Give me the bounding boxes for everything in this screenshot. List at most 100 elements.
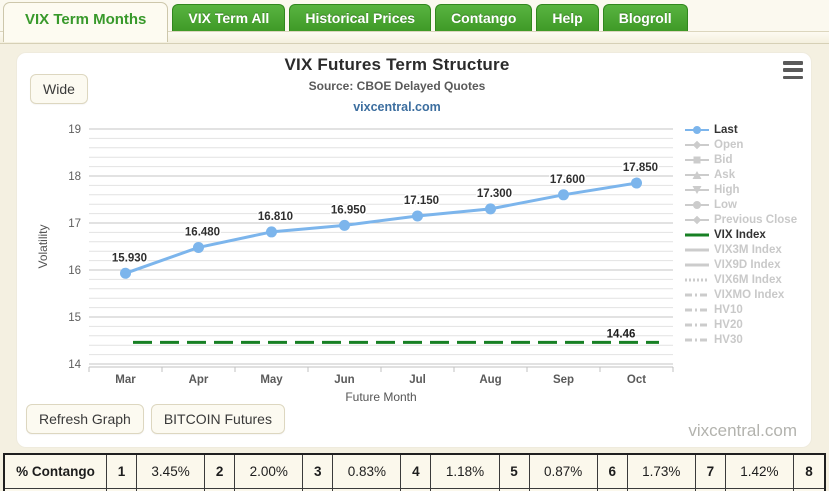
chart-header: VIX Futures Term Structure Source: CBOE … [17, 55, 777, 114]
contango-percent-value: 0.83% [333, 455, 402, 488]
legend-item-ask[interactable]: Ask [685, 167, 811, 182]
tab-bar-underline [0, 31, 829, 44]
legend-item-vix3m-index[interactable]: VIX3M Index [685, 242, 811, 257]
legend-label: VIX6M Index [714, 273, 782, 286]
legend-item-hv20[interactable]: HV20 [685, 317, 811, 332]
legend-item-low[interactable]: Low [685, 197, 811, 212]
refresh-graph-button[interactable]: Refresh Graph [26, 404, 144, 434]
contango-month-number: 7 [695, 455, 726, 488]
contango-month-number: 3 [303, 455, 334, 488]
tab-vix-term-months[interactable]: VIX Term Months [3, 2, 169, 42]
bitcoin-futures-button[interactable]: BITCOIN Futures [150, 404, 285, 434]
top-tab-bar: VIX Term Months VIX Term All Historical Pr… [0, 0, 829, 44]
legend-label: Bid [714, 153, 733, 166]
contango-month-number: 6 [597, 455, 628, 488]
svg-text:Volatility: Volatility [36, 224, 50, 268]
vix9d-index-series-icon [685, 263, 709, 266]
legend-label: Open [714, 138, 744, 151]
vixmo-index-series-icon [685, 293, 709, 296]
legend-item-hv10[interactable]: HV10 [685, 302, 811, 317]
chart-panel: VIX Futures Term Structure Source: CBOE … [16, 52, 812, 448]
svg-text:19: 19 [68, 124, 81, 136]
svg-text:Apr: Apr [189, 374, 209, 386]
contango-table: % Contango 1 3.45% 2 2.00% 3 0.83% 4 1.18% 5 0.87… [3, 453, 826, 491]
svg-text:Jun: Jun [334, 374, 354, 386]
contango-month-number: 4 [401, 455, 432, 488]
legend-item-vixmo-index[interactable]: VIXMO Index [685, 287, 811, 302]
contango-percent-value: 3.45% [137, 455, 206, 488]
vixcentral-link[interactable]: vixcentral.com [353, 100, 441, 114]
svg-text:Sep: Sep [553, 374, 574, 386]
legend-item-bid[interactable]: Bid [685, 152, 811, 167]
wide-button[interactable]: Wide [30, 74, 88, 104]
svg-text:14.46: 14.46 [607, 328, 636, 340]
tab-contango[interactable]: Contango [435, 4, 533, 31]
legend-item-vix6m-index[interactable]: VIX6M Index [685, 272, 811, 287]
svg-text:May: May [260, 374, 283, 386]
contango-month-number: 8 [793, 455, 824, 488]
previous-close-series-icon [685, 215, 709, 224]
svg-text:17.300: 17.300 [477, 188, 512, 200]
svg-text:17.150: 17.150 [404, 195, 439, 207]
tab-vix-term-all[interactable]: VIX Term All [172, 4, 286, 31]
legend-item-last[interactable]: Last [685, 122, 811, 137]
svg-text:15.930: 15.930 [112, 252, 147, 264]
contango-percent-value: 0.87% [529, 455, 598, 488]
contango-percent-value: 1.73% [627, 455, 696, 488]
svg-text:Jul: Jul [409, 374, 426, 386]
contango-percent-value: 1.42% [725, 455, 794, 488]
legend-label: VIXMO Index [714, 288, 785, 301]
legend-label: Last [714, 123, 738, 136]
chart-title: VIX Futures Term Structure [284, 55, 510, 74]
legend-item-vix-index[interactable]: VIX Index [685, 227, 811, 242]
hv10-series-icon [685, 308, 709, 311]
svg-text:16.810: 16.810 [258, 211, 293, 223]
chart-subtitle: Source: CBOE Delayed Quotes [308, 79, 486, 93]
high-series-icon [685, 185, 709, 194]
tab-blogroll[interactable]: Blogroll [602, 4, 688, 31]
contango-month-number: 5 [499, 455, 530, 488]
legend-label: HV20 [714, 318, 743, 331]
legend-label: High [714, 183, 740, 196]
svg-text:17.850: 17.850 [623, 162, 658, 174]
tab-historical-prices[interactable]: Historical Prices [289, 4, 432, 31]
hv30-series-icon [685, 338, 709, 341]
contango-row-label: % Contango [5, 455, 107, 488]
last-series-icon [685, 125, 709, 134]
contango-row-partial [5, 488, 824, 491]
legend-label: VIX Index [714, 228, 766, 241]
low-series-icon [685, 200, 709, 209]
legend-label: VIX3M Index [714, 243, 782, 256]
ask-series-icon [685, 170, 709, 179]
svg-text:Mar: Mar [115, 374, 136, 386]
legend-label: HV10 [714, 303, 743, 316]
contango-percent-value: 1.18% [431, 455, 500, 488]
contango-row: % Contango 1 3.45% 2 2.00% 3 0.83% 4 1.18% 5 0.87… [5, 455, 824, 488]
legend-item-high[interactable]: High [685, 182, 811, 197]
open-series-icon [685, 140, 709, 149]
watermark: vixcentral.com [688, 421, 797, 440]
legend-label: VIX9D Index [714, 258, 781, 271]
svg-text:17.600: 17.600 [550, 174, 585, 186]
tab-help[interactable]: Help [536, 4, 599, 31]
contango-month-number: 1 [107, 455, 137, 488]
svg-text:Future Month: Future Month [345, 390, 416, 404]
chart-legend: Last Open Bid Ask High Low Previous Close VIX I… [685, 122, 811, 347]
legend-item-previous-close[interactable]: Previous Close [685, 212, 811, 227]
vix6m-index-series-icon [685, 278, 709, 281]
legend-item-hv30[interactable]: HV30 [685, 332, 811, 347]
term-structure-chart: 14 15 16 17 18 19 Volatility Mar Apr May Jun Jul Aug… [36, 124, 674, 404]
svg-text:18: 18 [68, 171, 81, 183]
legend-label: HV30 [714, 333, 743, 346]
legend-label: Previous Close [714, 213, 798, 226]
svg-text:17: 17 [68, 218, 81, 230]
svg-text:16: 16 [68, 265, 81, 277]
legend-item-vix9d-index[interactable]: VIX9D Index [685, 257, 811, 272]
tab-list: VIX Term Months VIX Term All Historical Pr… [3, 0, 692, 42]
legend-item-open[interactable]: Open [685, 137, 811, 152]
hamburger-menu-icon[interactable] [782, 60, 804, 80]
vix-index-series-icon [685, 233, 709, 236]
bid-series-icon [685, 156, 709, 163]
contango-month-number: 2 [205, 455, 236, 488]
svg-text:16.480: 16.480 [185, 226, 220, 238]
